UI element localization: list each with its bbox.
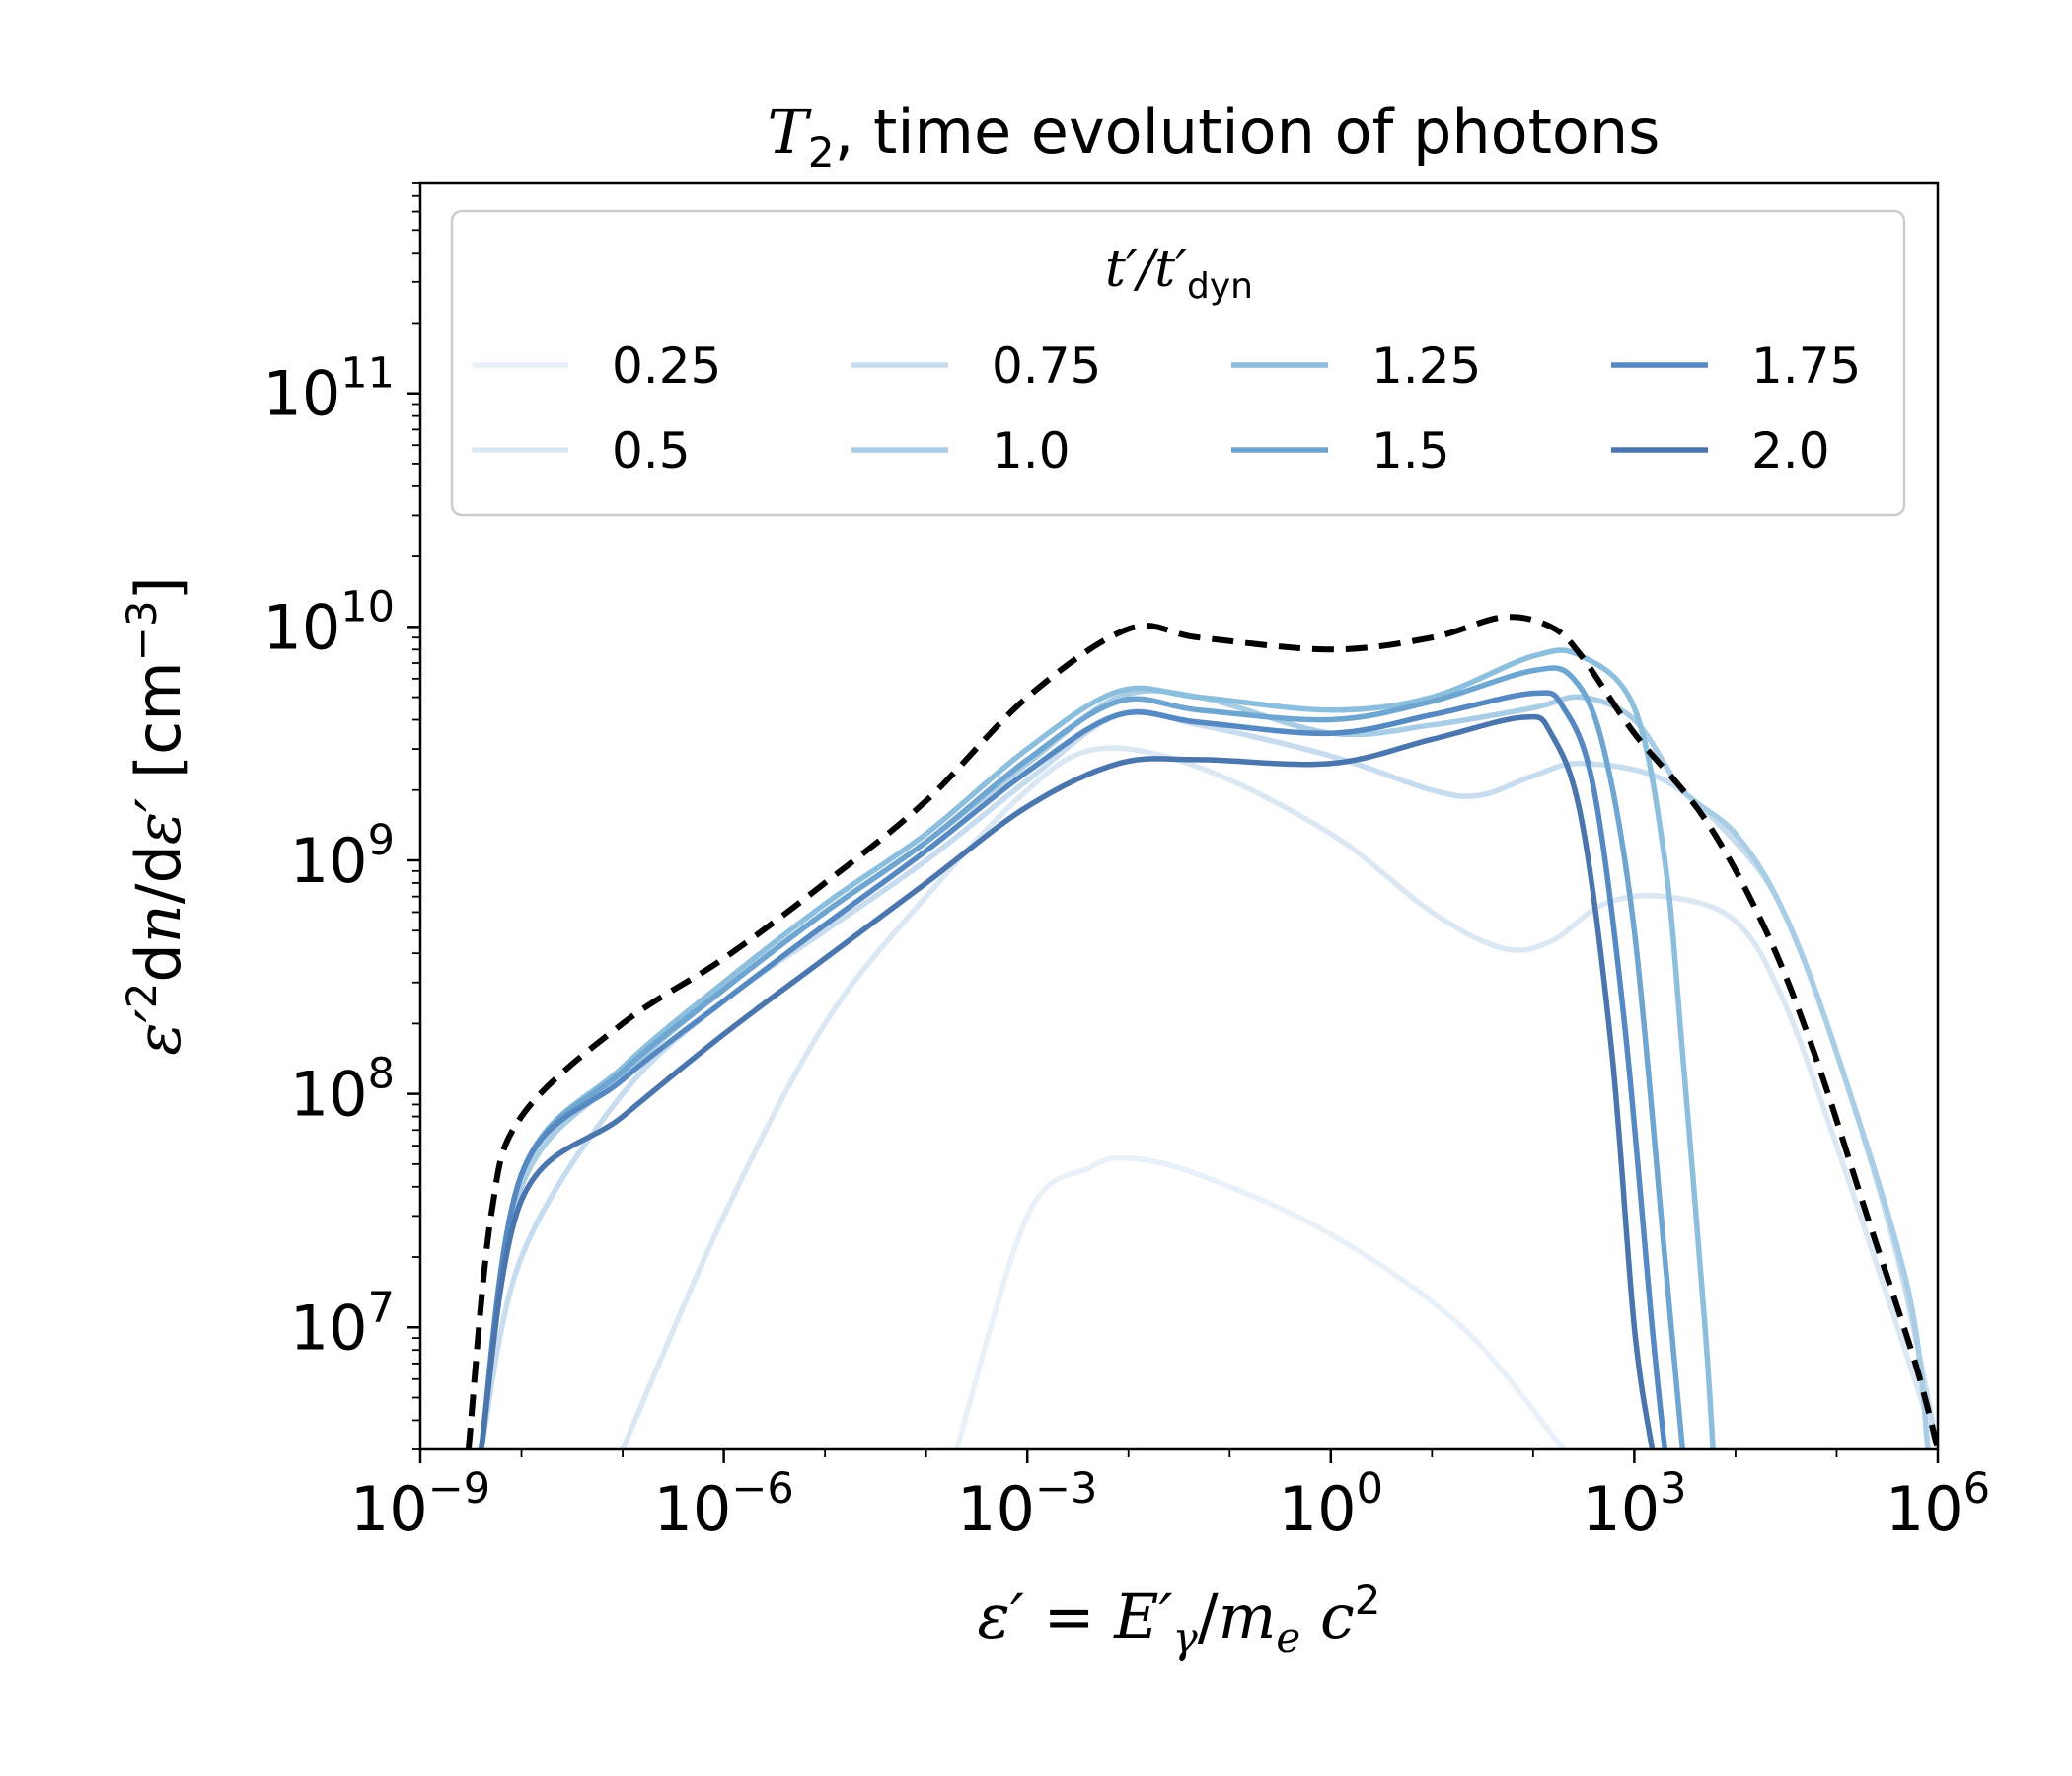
x-tick-label: 106	[1886, 1464, 1990, 1545]
curves-layer	[465, 614, 1938, 1449]
legend-label-1.0: 1.0	[992, 422, 1071, 480]
x-tick-label: 10−6	[653, 1464, 793, 1545]
ticks-layer: 10−9 10−6 10−3 100 103 106 107 108 109 1010 1011	[262, 182, 1990, 1545]
legend-label-1.75: 1.75	[1751, 337, 1861, 395]
x-tick-label: 100	[1279, 1464, 1383, 1545]
legend-frame	[450, 209, 1906, 517]
legend-title: t′/t′dyn	[1105, 240, 1253, 307]
y-axis-label: ε′2dn/dε′ [cm−3]	[117, 576, 194, 1056]
y-tick-label: 109	[290, 816, 395, 897]
x-axis-label: ε′ = E′γ/me c2	[978, 1576, 1381, 1662]
legend-label-2.0: 2.0	[1751, 422, 1830, 480]
envelope-dashed-line	[465, 614, 1938, 1449]
series-line-0.25	[953, 1154, 1567, 1449]
x-tick-label: 103	[1582, 1464, 1686, 1545]
series-line-0.5	[620, 745, 1938, 1449]
series-line-1.75	[478, 690, 1668, 1449]
x-tick-label: 10−3	[957, 1464, 1097, 1545]
y-tick-label: 1011	[262, 349, 395, 430]
series-line-1.5	[478, 665, 1686, 1449]
legend-label-1.25: 1.25	[1371, 337, 1481, 395]
y-tick-label: 108	[290, 1050, 395, 1131]
legend-label-0.75: 0.75	[992, 337, 1101, 395]
legend: t′/t′dyn 0.25 0.5 0.75 1.0 1.25 1.5 1.75 2.0	[450, 209, 1906, 517]
y-tick-label: 107	[290, 1283, 395, 1364]
legend-label-0.25: 0.25	[612, 337, 721, 395]
series-line-1.25	[478, 647, 1716, 1449]
legend-label-1.5: 1.5	[1371, 422, 1450, 480]
plot-frame	[418, 181, 1940, 1451]
x-tick-label: 10−9	[350, 1464, 490, 1545]
series-line-1.0	[478, 688, 1931, 1449]
series-line-2.0	[478, 713, 1656, 1449]
chart-title: T2, time evolution of photons	[768, 96, 1661, 177]
legend-label-0.5: 0.5	[612, 422, 691, 480]
y-tick-label: 1010	[262, 582, 395, 663]
